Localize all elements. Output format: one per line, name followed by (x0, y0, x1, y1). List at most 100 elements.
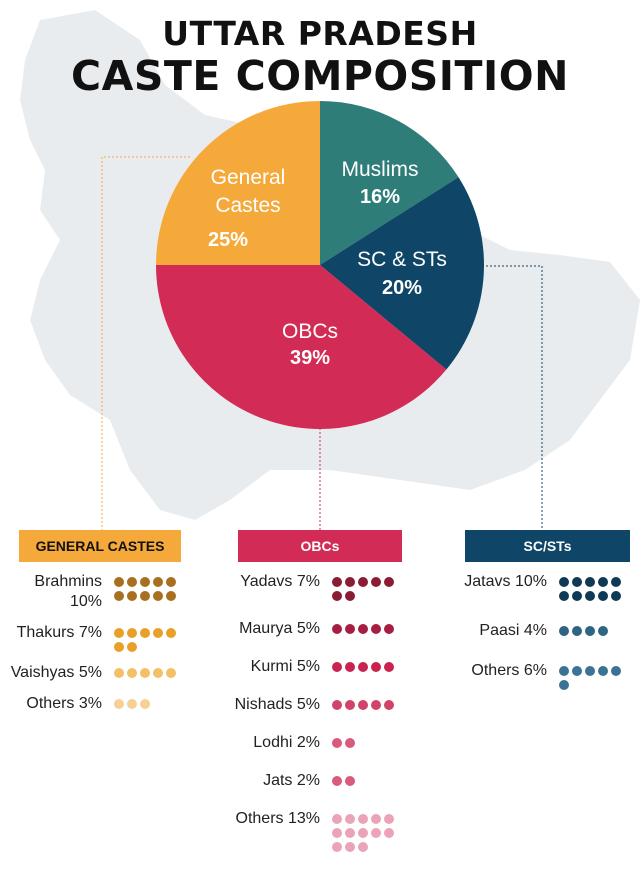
percentage-dot (114, 591, 124, 601)
percentage-dot (358, 814, 368, 824)
percentage-dot (332, 591, 342, 601)
percentage-dot (166, 577, 176, 587)
percentage-dot (585, 666, 595, 676)
percentage-dot (345, 776, 355, 786)
pie-slice-obcs (156, 265, 447, 429)
page-title-line1: UTTAR PRADESH (162, 14, 478, 53)
percentage-dot (140, 591, 150, 601)
general-castes-list: Brahmins 10% Thakurs 7% Vaishyas 5% Others … (10, 572, 176, 725)
obc-item-label: Yadavs 7% (240, 573, 320, 590)
percentage-dot (358, 828, 368, 838)
obc-dot-group (332, 814, 394, 852)
general-item-label: Thakurs 7% (16, 624, 102, 641)
percentage-dot (345, 591, 355, 601)
sc-row: Others 6% (437, 661, 621, 690)
obc-dot-group (332, 624, 394, 634)
pie-slice-value: 39% (290, 347, 330, 369)
percentage-dot (611, 666, 621, 676)
percentage-dot (384, 700, 394, 710)
general-row: Vaishyas 5% (10, 663, 176, 683)
percentage-dot (572, 666, 582, 676)
percentage-dot (384, 577, 394, 587)
sc-dot-group (559, 626, 621, 636)
percentage-dot (345, 828, 355, 838)
obc-row: Nishads 5% (210, 695, 394, 715)
percentage-dot (598, 577, 608, 587)
percentage-dot (332, 662, 342, 672)
percentage-dot (332, 842, 342, 852)
percentage-dot (358, 700, 368, 710)
obc-item-label: Others 13% (235, 810, 320, 827)
sc-row: Paasi 4% (437, 621, 621, 641)
percentage-dot (585, 577, 595, 587)
general-item-label: Brahmins 10% (34, 573, 102, 610)
percentage-dot (559, 666, 569, 676)
obc-dot-group (332, 662, 394, 672)
percentage-dot (384, 828, 394, 838)
percentage-dot (153, 591, 163, 601)
percentage-dot (345, 738, 355, 748)
pie-slice-label: OBCs (282, 320, 338, 343)
pie-slice-value: 25% (208, 229, 248, 251)
obc-row: Kurmi 5% (210, 657, 394, 677)
percentage-dot (127, 642, 137, 652)
percentage-dot (371, 814, 381, 824)
pie-slice-sc-sts (320, 177, 484, 370)
pie-slice-label: General (211, 166, 286, 189)
percentage-dot (166, 668, 176, 678)
percentage-dot (384, 814, 394, 824)
obc-row: Others 13% (210, 809, 394, 852)
general-row: Others 3% (10, 694, 176, 714)
percentage-dot (611, 591, 621, 601)
obcs-header: OBCs (238, 530, 402, 562)
obc-item-label: Jats 2% (263, 772, 320, 789)
percentage-dot (345, 842, 355, 852)
percentage-dot (358, 662, 368, 672)
percentage-dot (332, 624, 342, 634)
pie-slice-muslims (320, 101, 459, 265)
sc-row: Jatavs 10% (437, 572, 621, 601)
sc-dot-group (559, 666, 621, 690)
percentage-dot (332, 828, 342, 838)
percentage-dot (153, 577, 163, 587)
pie-slice-label: Muslims (342, 158, 419, 181)
percentage-dot (371, 828, 381, 838)
percentage-dot (114, 642, 124, 652)
general-castes-header: GENERAL CASTES (19, 530, 181, 562)
sc-item-label: Jatavs 10% (464, 573, 547, 590)
pie-slice-general-castes (156, 101, 320, 265)
percentage-dot (371, 624, 381, 634)
percentage-dot (140, 628, 150, 638)
percentage-dot (153, 668, 163, 678)
page-title-line2: CASTE COMPOSITION (71, 52, 569, 100)
percentage-dot (559, 680, 569, 690)
general-row: Brahmins 10% (10, 572, 176, 612)
percentage-dot (127, 668, 137, 678)
percentage-dot (598, 591, 608, 601)
percentage-dot (559, 591, 569, 601)
percentage-dot (358, 577, 368, 587)
pie-slice-label: Castes (215, 194, 280, 217)
general-row: Thakurs 7% (10, 623, 176, 652)
obcs-list: Yadavs 7% Maurya 5% Kurmi 5% Nishads 5% Lodh… (210, 572, 394, 870)
percentage-dot (332, 577, 342, 587)
percentage-dot (140, 577, 150, 587)
percentage-dot (585, 591, 595, 601)
percentage-dot (153, 628, 163, 638)
pie-slice-label: SC & STs (357, 248, 447, 271)
percentage-dot (140, 699, 150, 709)
obc-row: Yadavs 7% (210, 572, 394, 601)
percentage-dot (332, 776, 342, 786)
general-dot-group (114, 577, 176, 601)
obc-item-label: Maurya 5% (239, 620, 320, 637)
obc-row: Lodhi 2% (210, 733, 394, 753)
percentage-dot (371, 577, 381, 587)
sc-item-label: Paasi 4% (479, 622, 547, 639)
percentage-dot (127, 591, 137, 601)
percentage-dot (371, 700, 381, 710)
percentage-dot (332, 814, 342, 824)
percentage-dot (598, 666, 608, 676)
percentage-dot (572, 626, 582, 636)
obc-row: Jats 2% (210, 771, 394, 791)
percentage-dot (345, 814, 355, 824)
